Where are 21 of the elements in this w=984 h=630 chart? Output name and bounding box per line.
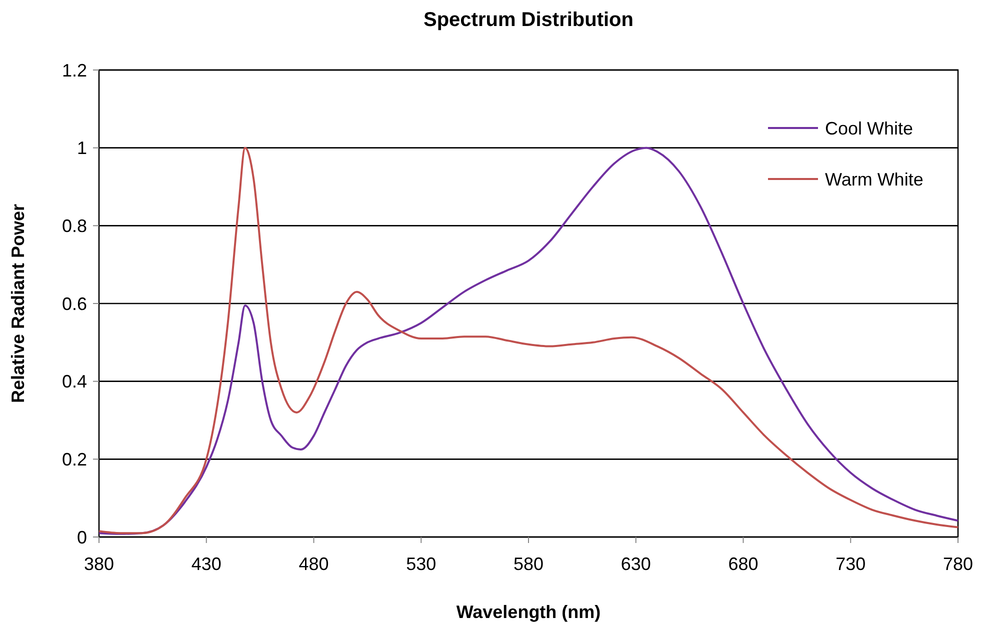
x-tick-label: 630 <box>620 554 651 574</box>
y-tick-label: 0.4 <box>62 372 87 392</box>
y-tick-label: 1.2 <box>62 60 87 80</box>
y-tick-label: 0.2 <box>62 449 87 470</box>
x-tick-label: 480 <box>298 554 329 574</box>
x-tick-label: 730 <box>836 554 866 574</box>
legend-label: Cool White <box>825 118 914 138</box>
x-tick-label: 680 <box>728 554 758 574</box>
x-tick-label: 380 <box>84 554 114 574</box>
x-tick-label: 430 <box>191 554 222 574</box>
y-axis-title: Relative Radiant Power <box>8 204 28 404</box>
x-axis-title: Wavelength (nm) <box>456 602 601 622</box>
y-tick-label: 0.6 <box>62 294 87 314</box>
x-tick-label: 580 <box>513 554 544 574</box>
chart-title: Spectrum Distribution <box>423 9 634 31</box>
x-tick-label: 530 <box>406 554 436 574</box>
y-tick-label: 0 <box>76 527 87 548</box>
x-tick-label: 780 <box>942 554 974 574</box>
y-tick-label: 0.8 <box>62 216 87 236</box>
y-tick-label: 1 <box>76 138 87 158</box>
legend-label: Warm White <box>825 169 924 190</box>
